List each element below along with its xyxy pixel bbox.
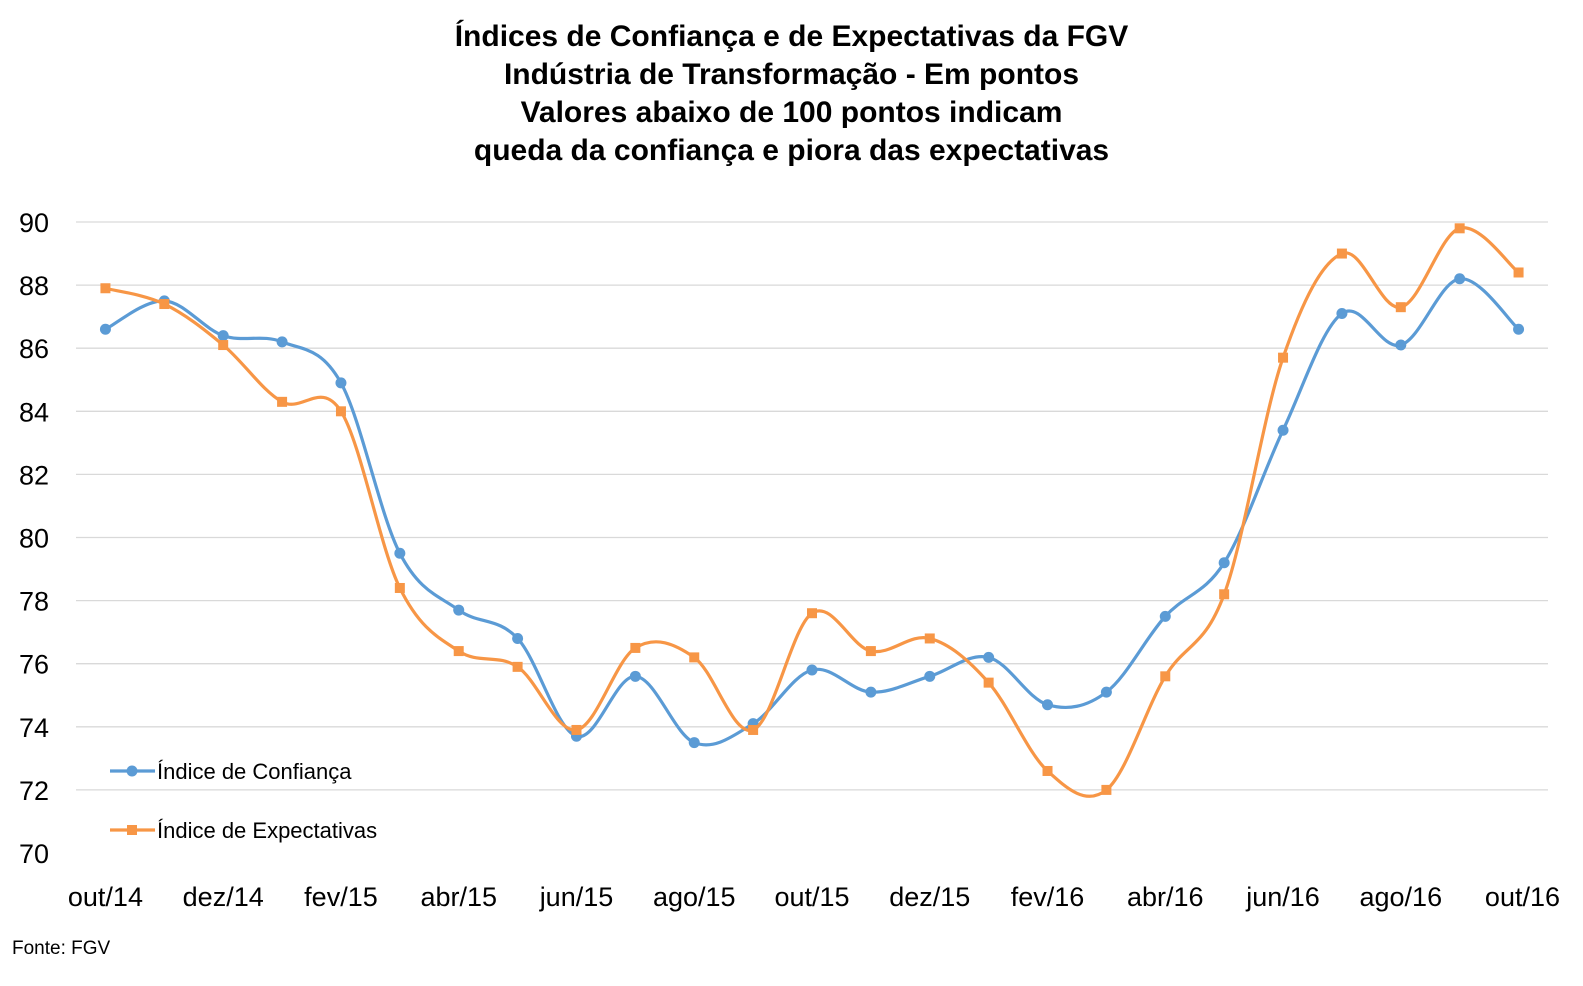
series-confianca [99,273,1525,749]
data-point [1454,273,1466,285]
x-tick-label: dez/14 [183,882,264,912]
data-point [159,299,170,310]
legend-marker [126,765,138,777]
data-point [335,406,346,417]
data-point [394,582,405,593]
data-point [453,604,465,616]
y-tick-label: 84 [19,397,49,427]
x-tick-label: fev/15 [304,882,378,912]
data-point [217,330,229,342]
x-tick-label: jun/16 [1245,882,1320,912]
y-tick-label: 72 [19,776,49,806]
data-point [276,336,288,348]
data-point [629,670,641,682]
data-point [689,652,700,663]
x-tick-label: abr/16 [1127,882,1204,912]
data-point [335,377,347,389]
data-point [394,547,406,559]
data-point [983,651,995,663]
data-point [1278,352,1289,363]
x-tick-label: out/14 [68,882,143,912]
x-tick-label: fev/16 [1011,882,1085,912]
legend-marker [127,825,137,835]
x-tick-label: ago/15 [653,882,736,912]
data-point [512,661,523,672]
data-point [453,646,464,657]
legend: Índice de Confiança Índice de Expectativa… [110,759,377,843]
data-point [512,632,524,644]
y-tick-label: 80 [19,524,49,554]
data-point [1277,424,1289,436]
y-tick-label: 74 [19,713,49,743]
data-point [1042,765,1053,776]
legend-label: Índice de Expectativas [157,818,377,843]
y-axis-ticks: 70 72 74 76 78 80 82 84 86 88 90 [19,208,49,869]
data-point [1454,223,1465,234]
title-line-4: queda da confiança e piora das expectati… [473,134,1110,167]
x-tick-label: abr/15 [420,882,497,912]
data-point [807,608,817,619]
data-point [806,664,818,676]
data-point [865,686,877,698]
title-line-1: Índices de Confiança e de Expectativas d… [454,20,1129,53]
data-point [630,642,641,653]
y-tick-label: 78 [19,587,49,617]
y-tick-label: 76 [19,650,49,680]
data-point [865,646,876,657]
y-tick-label: 86 [19,334,49,364]
x-tick-label: dez/15 [889,882,970,912]
gridlines [76,221,1548,791]
data-point [1100,686,1112,698]
x-tick-label: out/16 [1485,882,1560,912]
data-point [1336,307,1348,319]
y-tick-label: 82 [19,460,49,490]
data-point [1513,267,1524,278]
y-tick-label: 88 [19,271,49,301]
series-expectativas [100,223,1524,798]
data-point [1160,671,1171,682]
x-tick-label: out/15 [774,882,849,912]
x-axis-ticks: out/14 dez/14 fev/15 abr/15 jun/15 ago/15 out/… [68,882,1560,912]
data-point [277,396,288,407]
data-point [1395,302,1406,313]
data-point [1395,339,1407,351]
data-point [99,323,111,335]
data-point [1336,248,1347,259]
data-point [1159,610,1171,622]
data-point [100,283,111,294]
data-point [218,340,229,351]
data-point [748,724,759,735]
data-point [1101,784,1112,795]
data-point [924,670,936,682]
data-point [924,633,935,644]
x-tick-label: jun/15 [539,882,614,912]
source-note: Fonte: FGV [12,938,111,959]
data-point [1042,699,1054,711]
title-line-3: Valores abaixo de 100 pontos indicam [520,96,1063,129]
x-tick-label: ago/16 [1360,882,1443,912]
data-point [1219,589,1230,600]
y-tick-label: 90 [19,208,49,238]
chart-title: Índices de Confiança e de Expectativas d… [0,18,1583,170]
legend-label: Índice de Confiança [157,759,352,784]
data-point [983,677,994,688]
series-layer [99,223,1525,798]
data-point [571,724,582,735]
title-line-2: Indústria de Transformação - Em pontos [503,58,1080,91]
data-point [1218,557,1230,569]
data-point [688,737,700,749]
series-line [105,226,1520,798]
y-tick-label: 70 [19,839,49,869]
data-point [1513,323,1525,335]
